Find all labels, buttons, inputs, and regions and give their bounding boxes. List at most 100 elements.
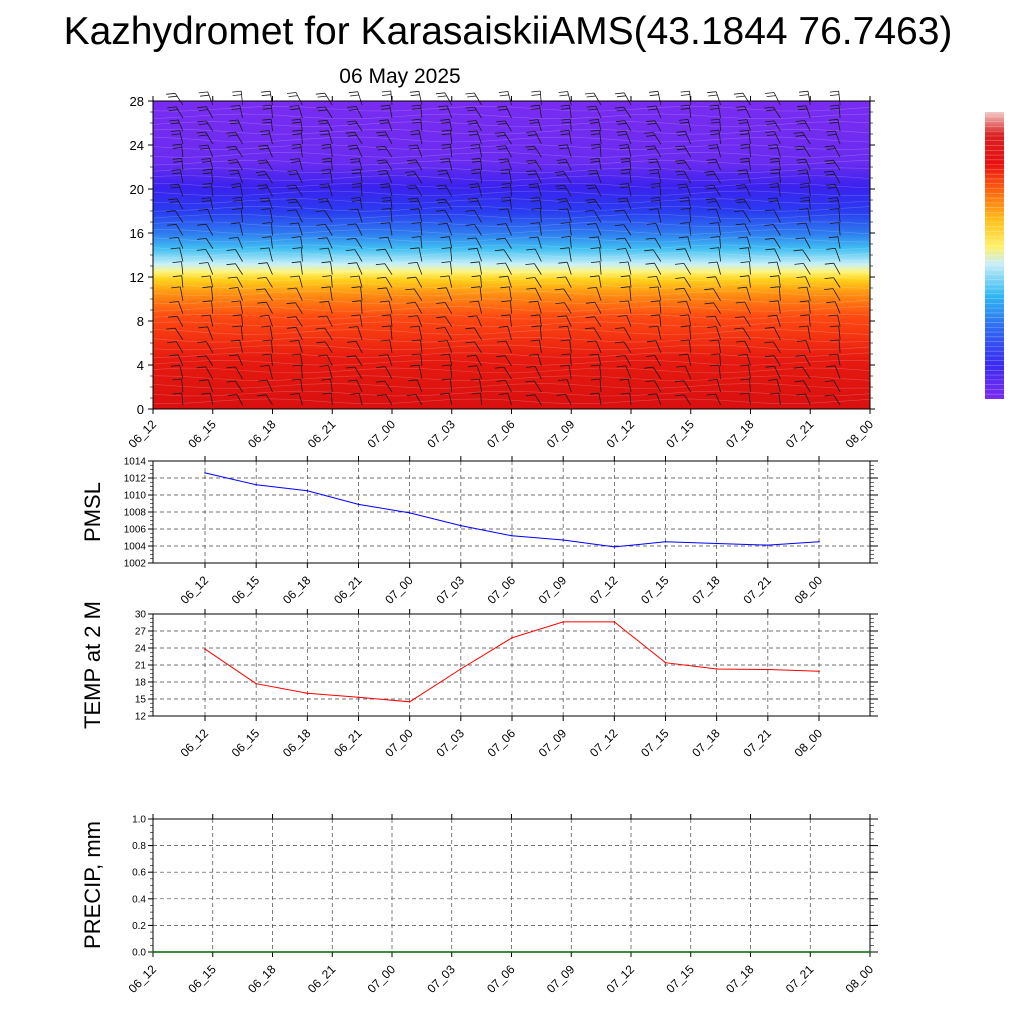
data-point <box>204 472 206 474</box>
wind-barb <box>261 208 273 223</box>
wind-barb <box>316 341 333 354</box>
wind-barb <box>560 129 572 145</box>
wind-barb <box>351 169 363 184</box>
wind-barb <box>227 276 243 288</box>
x-tick-label: 07_00 <box>365 962 399 996</box>
wind-barb <box>169 237 184 249</box>
wind-barb <box>376 276 393 288</box>
wind-barb <box>615 120 632 132</box>
data-point <box>562 539 564 541</box>
wind-barb <box>645 145 662 158</box>
wind-barb <box>380 222 393 236</box>
colorbar-fill <box>985 112 1004 399</box>
wind-barb <box>676 365 692 380</box>
wind-barb <box>172 143 184 158</box>
wind-barb <box>767 314 781 327</box>
x-tick-label: 07_18 <box>689 726 723 760</box>
wind-barb <box>348 326 363 340</box>
wind-barb <box>255 171 273 184</box>
wind-barb <box>710 236 721 249</box>
wind-barb <box>289 340 303 353</box>
wind-barb <box>257 301 273 314</box>
wind-barb <box>466 354 482 367</box>
wind-barb <box>496 120 512 132</box>
data-point <box>511 637 513 639</box>
data-point <box>331 951 334 953</box>
wind-barb <box>316 106 333 119</box>
wind-barb <box>170 130 184 145</box>
wind-barb <box>262 236 273 249</box>
data-point <box>570 951 573 953</box>
y-tick-label: 0.2 <box>132 921 146 932</box>
x-tick-label: 07_15 <box>663 962 697 996</box>
x-tick-label: 07_03 <box>433 726 467 760</box>
y-tick-label: 27 <box>135 627 147 638</box>
wind-barb <box>229 119 243 132</box>
wind-barb <box>408 262 423 275</box>
wind-barb <box>561 236 572 249</box>
wind-barb <box>436 302 453 314</box>
wind-barb <box>619 300 632 314</box>
wind-barb <box>347 262 363 275</box>
wind-barb <box>197 106 214 119</box>
x-tick-label: 06_12 <box>126 962 160 996</box>
wind-barb <box>793 366 811 380</box>
wind-barb <box>765 131 781 145</box>
wind-barb <box>798 325 811 340</box>
wind-barb <box>765 365 781 380</box>
wind-barb <box>168 198 184 210</box>
wind-barb <box>435 327 453 340</box>
wind-barb <box>496 380 512 393</box>
wind-barb <box>406 159 423 171</box>
wind-barb <box>350 158 363 171</box>
wind-barb <box>525 394 542 406</box>
wind-barb <box>170 364 184 379</box>
x-tick-label: 07_12 <box>604 962 638 996</box>
wind-barb <box>530 222 542 236</box>
wind-barb <box>706 393 721 406</box>
wind-barb <box>496 340 512 353</box>
x-tick-label: 07_06 <box>485 573 519 607</box>
wind-barb <box>381 314 393 327</box>
wind-barb <box>739 364 751 379</box>
wind-barb <box>769 300 781 314</box>
y-axis-label: PMSL <box>80 482 105 542</box>
wind-barb <box>287 209 303 223</box>
wind-barb <box>441 143 453 158</box>
wind-barb <box>616 130 632 145</box>
wind-barb <box>346 120 363 132</box>
wind-barb <box>315 327 333 341</box>
contour-line <box>152 167 871 174</box>
wind-barb <box>829 208 841 223</box>
wind-barb <box>500 197 512 210</box>
wind-barb <box>440 118 453 132</box>
wind-barb <box>287 170 303 184</box>
wind-barb <box>826 130 841 145</box>
wind-barb <box>738 236 751 249</box>
wind-barb <box>348 208 363 223</box>
y-tick-label: 4 <box>137 358 144 373</box>
contour-line <box>152 329 871 335</box>
wind-barb <box>615 92 632 106</box>
wind-barb <box>617 315 632 327</box>
wind-barb <box>171 169 184 184</box>
wind-barb <box>408 197 423 210</box>
wind-barb <box>796 276 811 288</box>
wind-barb <box>375 263 393 275</box>
wind-barb <box>347 144 363 158</box>
wind-barb <box>589 275 602 288</box>
wind-barb <box>438 222 453 236</box>
wind-barb <box>262 222 273 236</box>
wind-barb <box>525 159 542 171</box>
wind-barb <box>381 325 393 340</box>
wind-barb <box>739 392 751 406</box>
wind-barb <box>737 286 751 301</box>
contour-line <box>152 105 871 112</box>
y-tick-label: 30 <box>135 610 147 621</box>
wind-barb <box>351 314 363 327</box>
wind-barb <box>528 236 542 249</box>
wind-barb <box>500 169 512 184</box>
wind-barb <box>286 316 303 327</box>
wind-barb <box>377 287 393 301</box>
wind-barb <box>290 275 303 288</box>
